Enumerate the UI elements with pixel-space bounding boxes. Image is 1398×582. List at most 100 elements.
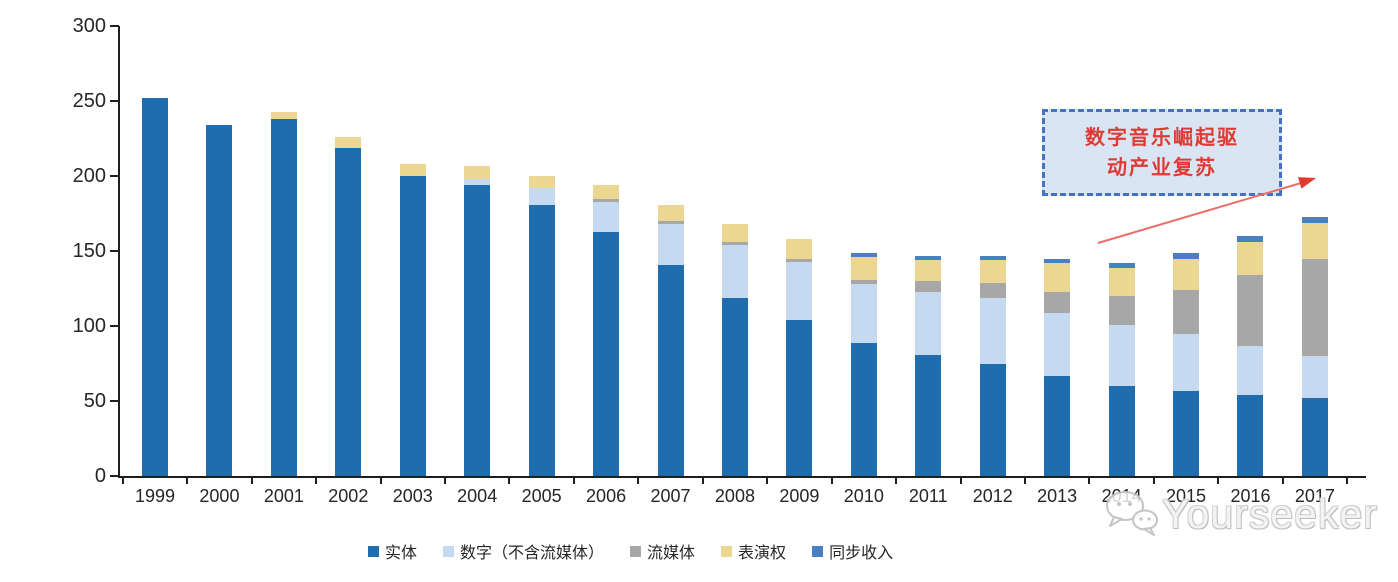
bar-segment — [593, 201, 620, 232]
x-axis-label: 2008 — [714, 486, 755, 506]
y-axis-tick — [110, 175, 119, 177]
y-axis-tick-label: 250 — [72, 90, 106, 112]
bar-segment — [1237, 345, 1264, 395]
x-axis-label: 2003 — [392, 486, 433, 506]
bar-segment — [1237, 395, 1264, 476]
watermark-text: Yourseeker — [1162, 490, 1378, 537]
annotation-text-line2: 动产业复苏 — [1107, 156, 1217, 179]
y-axis-tick — [110, 100, 119, 102]
legend-label: 同步收入 — [829, 545, 894, 562]
x-axis-tick — [895, 477, 898, 484]
bar-segment — [657, 204, 684, 221]
bar-segment — [979, 282, 1006, 298]
bar-segment — [1108, 296, 1135, 325]
x-axis-tick — [766, 477, 769, 484]
x-axis-label: 2011 — [908, 486, 948, 506]
bar-segment — [915, 260, 942, 281]
annotation-text-line1: 数字音乐崛起驱 — [1085, 126, 1239, 149]
bar-segment — [786, 320, 813, 476]
x-axis-label: 2016 — [1230, 486, 1271, 506]
bar-segment — [721, 242, 748, 245]
x-axis-line — [118, 476, 1366, 478]
y-axis-tick — [110, 400, 119, 402]
bar-segment — [721, 245, 748, 298]
x-axis-tick — [186, 477, 189, 484]
x-axis-label: 2002 — [328, 486, 369, 506]
bar-segment — [1237, 242, 1264, 275]
y-axis-line — [118, 26, 120, 478]
x-axis-tick — [250, 477, 253, 484]
bar-segment — [528, 188, 555, 205]
legend-swatch — [812, 545, 824, 557]
bar-segment — [915, 255, 942, 260]
bar-segment — [1301, 356, 1328, 398]
bar-segment — [1301, 258, 1328, 356]
watermark: Yourseeker — [1100, 486, 1378, 542]
legend-label: 流媒体 — [647, 545, 696, 562]
bar-segment — [142, 98, 168, 476]
bar-segment — [979, 297, 1006, 364]
bar-segment — [1173, 252, 1200, 259]
bar-segment — [464, 185, 491, 476]
bar-segment — [979, 363, 1006, 476]
y-axis-tick-label: 100 — [72, 315, 106, 337]
bar-segment — [1301, 398, 1328, 476]
bar-segment — [1173, 333, 1200, 391]
bar-segment — [915, 354, 942, 476]
x-axis-label: 2007 — [650, 486, 691, 506]
bar-segment — [1173, 258, 1200, 290]
x-axis-tick — [830, 477, 833, 484]
y-axis-tick-label: 50 — [83, 390, 106, 412]
bar-segment — [721, 297, 748, 476]
x-axis-label: 2015 — [1166, 486, 1207, 506]
bar-segment — [786, 239, 813, 259]
bar-segment — [850, 252, 877, 257]
bar-segment — [1044, 263, 1071, 292]
x-axis-tick — [443, 477, 446, 484]
x-axis-label: 2010 — [843, 486, 884, 506]
legend-item: 数字（不含流媒体） — [443, 539, 604, 563]
legend-item: 表演权 — [721, 539, 786, 563]
legend-item: 流媒体 — [630, 539, 695, 563]
y-axis-tick — [110, 475, 119, 477]
bar-segment — [657, 224, 684, 265]
bar-segment — [1108, 267, 1135, 296]
bar-segment — [850, 279, 877, 284]
bar-segment — [593, 185, 620, 199]
bar-segment — [786, 258, 813, 262]
x-axis-label: 2005 — [521, 486, 562, 506]
bar-segment — [850, 257, 877, 280]
bar-segment — [850, 284, 877, 343]
bar-segment — [1301, 222, 1328, 259]
legend-item: 同步收入 — [812, 539, 893, 563]
bar-segment — [1044, 375, 1071, 476]
x-axis-label: 2012 — [972, 486, 1013, 506]
x-axis-tick — [121, 477, 124, 484]
legend-swatch — [630, 545, 642, 557]
x-axis-tick — [508, 477, 511, 484]
y-axis-tick-label: 300 — [72, 15, 106, 37]
bar-segment — [915, 281, 942, 292]
y-axis-tick — [110, 250, 119, 252]
x-axis-tick — [1346, 477, 1349, 484]
x-axis-label: 1999 — [134, 486, 176, 506]
bar-segment — [528, 204, 555, 476]
legend-swatch — [443, 545, 455, 557]
bar-segment — [1044, 291, 1071, 313]
annotation-arrow-head — [1298, 177, 1316, 189]
x-axis-label: 2013 — [1037, 486, 1078, 506]
legend-label: 实体 — [385, 545, 418, 562]
legend-label: 数字（不含流媒体） — [460, 545, 605, 562]
bar-segment — [270, 111, 297, 119]
bar-segment — [979, 255, 1006, 260]
legend-label: 表演权 — [738, 545, 787, 562]
x-axis-tick — [315, 477, 318, 484]
x-axis-tick — [379, 477, 382, 484]
bar-segment — [1173, 290, 1200, 334]
x-axis-tick — [959, 477, 962, 484]
legend-swatch — [368, 545, 379, 557]
annotation-callout: 数字音乐崛起驱 动产业复苏 — [1042, 109, 1282, 196]
bar-segment — [206, 125, 233, 476]
bar-segment — [464, 165, 491, 179]
x-axis-tick — [1152, 477, 1155, 484]
